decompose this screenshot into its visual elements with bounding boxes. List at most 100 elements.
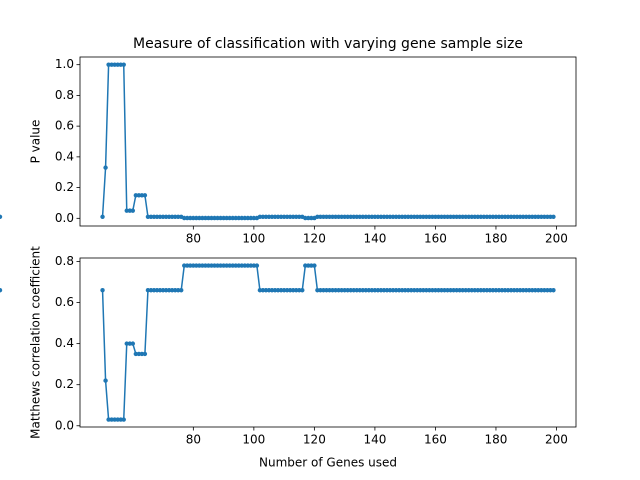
data-point <box>197 263 202 268</box>
data-point <box>548 288 553 293</box>
data-point <box>239 215 244 221</box>
data-point <box>212 263 217 268</box>
data-point <box>551 288 556 293</box>
data-point <box>106 417 111 422</box>
data-point <box>127 341 132 346</box>
data-point <box>200 215 205 221</box>
data-point <box>321 288 326 293</box>
y-tick-label: 0.4 <box>55 336 74 350</box>
data-point <box>172 214 178 219</box>
data-point <box>339 288 344 293</box>
data-point <box>115 62 120 67</box>
data-point <box>551 214 556 219</box>
y-tick-label: 1.0 <box>55 57 74 71</box>
data-line <box>101 63 554 219</box>
data-point <box>185 215 190 221</box>
data-point <box>221 263 226 268</box>
data-point <box>433 214 438 219</box>
data-point <box>508 288 514 293</box>
data-point <box>393 214 399 219</box>
data-point <box>396 288 402 293</box>
data-point <box>360 288 366 293</box>
data-point <box>275 214 281 219</box>
data-point <box>136 351 142 357</box>
data-point <box>248 263 254 268</box>
data-point <box>130 341 136 346</box>
data-point <box>511 288 517 293</box>
data-point <box>145 214 151 219</box>
data-point <box>318 214 323 219</box>
data-point <box>290 288 296 293</box>
x-tick-label: 200 <box>545 433 568 447</box>
data-point <box>309 263 314 268</box>
data-point <box>372 214 378 219</box>
data-point <box>375 214 381 219</box>
data-point <box>496 288 502 293</box>
data-point <box>351 288 356 293</box>
data-point <box>342 214 347 219</box>
x-axis-label: Number of Genes used <box>259 456 397 470</box>
data-point <box>336 288 341 293</box>
data-point <box>508 214 514 219</box>
data-point <box>227 215 232 221</box>
data-point <box>281 288 287 293</box>
data-point <box>399 214 405 219</box>
data-point <box>124 341 129 346</box>
data-point <box>348 214 353 219</box>
data-point <box>309 215 314 221</box>
data-point <box>542 214 547 219</box>
data-point <box>327 214 332 219</box>
data-point <box>330 288 335 293</box>
data-point <box>445 288 450 293</box>
data-point <box>427 288 432 293</box>
data-point <box>505 288 511 293</box>
data-point <box>157 288 163 293</box>
data-point <box>294 214 299 219</box>
data-point <box>399 288 405 293</box>
data-point <box>442 288 447 293</box>
data-point <box>136 193 142 198</box>
data-point <box>457 288 462 293</box>
data-point <box>109 62 114 67</box>
data-point <box>148 214 154 219</box>
x-tick-label: 100 <box>242 232 265 246</box>
data-point <box>345 288 350 293</box>
data-point <box>533 214 538 219</box>
data-point <box>154 214 160 219</box>
data-point <box>469 288 474 293</box>
data-point <box>154 288 160 293</box>
data-point <box>284 214 290 219</box>
data-point <box>333 214 338 219</box>
y-tick-label: 0.2 <box>55 377 74 391</box>
data-point <box>487 288 493 293</box>
data-point <box>451 214 456 219</box>
data-point <box>457 214 462 219</box>
data-point <box>100 214 105 219</box>
x-tick-label: 120 <box>303 433 326 447</box>
y-axis-label: P value <box>29 120 43 164</box>
x-tick-label: 140 <box>363 433 386 447</box>
data-point <box>496 214 502 219</box>
data-point <box>442 214 447 219</box>
data-point <box>263 288 269 293</box>
data-point <box>212 215 217 221</box>
y-tick-label: 0.6 <box>55 295 74 309</box>
data-point <box>487 214 493 219</box>
data-point <box>297 288 302 293</box>
data-point <box>421 288 426 293</box>
data-point <box>357 214 362 219</box>
axes-frame <box>79 257 577 428</box>
data-point <box>460 288 465 293</box>
data-point <box>472 288 477 293</box>
data-point <box>272 214 278 219</box>
data-point <box>169 288 175 293</box>
data-point <box>200 263 205 268</box>
data-point <box>194 215 199 221</box>
data-point <box>245 215 251 221</box>
data-point <box>209 215 214 221</box>
data-point <box>215 263 220 268</box>
data-point <box>303 215 308 221</box>
data-point <box>145 288 151 293</box>
data-point <box>275 288 281 293</box>
data-point <box>454 214 459 219</box>
